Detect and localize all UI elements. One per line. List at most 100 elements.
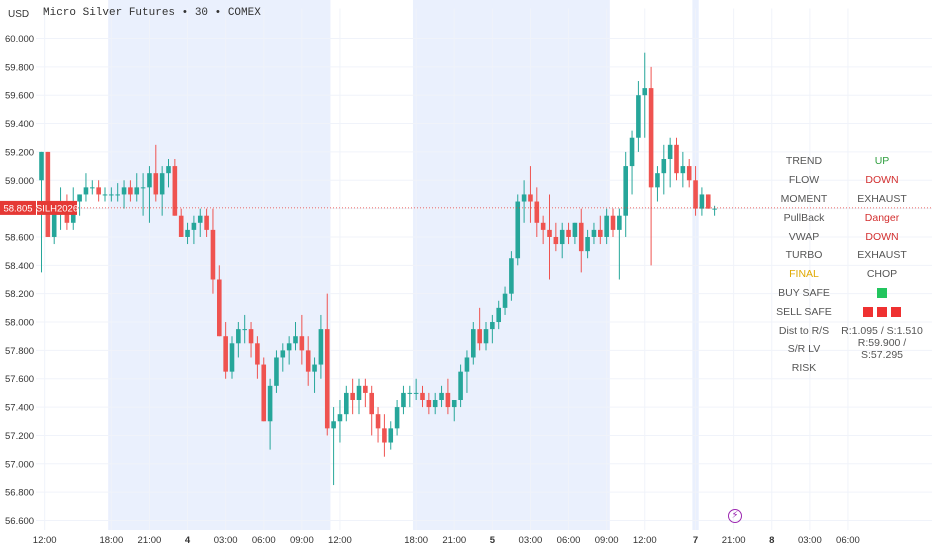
y-tick-label: 57.200 <box>5 431 34 442</box>
candle-body <box>375 414 381 429</box>
candle-body <box>509 258 514 294</box>
candle-body <box>90 187 95 189</box>
x-tick-label: 12:00 <box>633 535 657 546</box>
panel-row-value: UP <box>874 155 890 168</box>
panel-row-label: Dist to R/S <box>778 324 830 337</box>
candle-body <box>77 194 82 202</box>
candle-body <box>540 222 546 230</box>
candle-body <box>83 187 89 195</box>
current-price-label: 58.805 <box>3 203 32 214</box>
candle-body <box>299 336 305 351</box>
status-square <box>863 306 873 317</box>
x-tick-label: 06:00 <box>836 535 860 546</box>
candle-body <box>147 173 152 188</box>
candle-body <box>115 194 120 196</box>
candle-body <box>534 201 540 223</box>
y-tick-label: 56.600 <box>5 516 34 527</box>
x-tick-label: 03:00 <box>214 535 238 546</box>
indicator-panel: TREND UP FLOW DOWN MOMENT EXHAUST PullBack Dang… <box>770 152 932 378</box>
candle-body <box>248 329 254 344</box>
x-tick-label: 06:00 <box>557 535 581 546</box>
candle-body <box>185 229 190 237</box>
candle-body <box>655 173 660 188</box>
candle-body <box>528 194 533 202</box>
candle-body <box>293 336 298 344</box>
candle-body <box>629 137 635 167</box>
candle-body <box>445 392 451 408</box>
y-tick-label: 57.600 <box>5 374 34 385</box>
panel-row: TREND UP <box>770 152 932 171</box>
panel-row-value: R:1.095 / S:1.510 <box>841 324 923 337</box>
candle-body <box>324 329 330 429</box>
candle-body <box>591 229 597 237</box>
candle-body <box>45 151 51 237</box>
y-tick-label: 58.200 <box>5 289 34 300</box>
candle-body <box>318 329 324 365</box>
status-square <box>891 306 901 317</box>
candle-body <box>496 307 501 323</box>
panel-row: FLOW DOWN <box>770 171 932 190</box>
candle-body <box>274 357 279 386</box>
candle-body <box>109 194 114 196</box>
candle-body <box>51 208 57 237</box>
lightning-event-icon[interactable]: ⚡ <box>728 509 742 523</box>
candle-body <box>267 385 273 422</box>
candle-body <box>413 392 419 394</box>
candle-body <box>121 187 127 195</box>
candle-body <box>610 215 616 230</box>
panel-row-label: SELL SAFE <box>776 305 832 318</box>
candle-body <box>280 350 286 358</box>
candle-body <box>242 329 247 331</box>
candle-body <box>661 159 667 174</box>
panel-row-value: DOWN <box>865 230 899 243</box>
candle-body <box>394 407 400 429</box>
candle-body <box>686 166 692 181</box>
panel-row-value <box>838 287 926 299</box>
x-tick-label: 5 <box>490 535 496 546</box>
x-tick-label: 21:00 <box>722 535 746 546</box>
chart-title[interactable]: Micro Silver Futures • 30 • COMEX <box>43 7 261 19</box>
candle-body <box>623 166 628 216</box>
symbol-tag <box>37 200 77 215</box>
panel-row-value: EXHAUST <box>857 249 907 262</box>
candle-body <box>337 414 343 422</box>
panel-row: SELL SAFE <box>770 302 932 321</box>
currency-label: USD <box>8 9 30 20</box>
x-tick-label: 03:00 <box>519 535 543 546</box>
x-tick-label: 18:00 <box>404 535 428 546</box>
panel-row-label: MOMENT <box>780 192 828 205</box>
candle-body <box>39 151 44 181</box>
candle-body <box>451 400 457 408</box>
y-tick-label: 58.000 <box>5 318 34 329</box>
candle-body <box>464 357 470 372</box>
x-tick-label: 09:00 <box>595 535 619 546</box>
panel-row-value: DOWN <box>865 174 899 187</box>
candle-body <box>197 215 203 223</box>
panel-row: RISK <box>770 359 932 378</box>
panel-row: TURBO EXHAUST <box>770 246 932 265</box>
candle-body <box>693 180 698 209</box>
panel-row-label: TREND <box>785 155 823 168</box>
candle-body <box>648 88 654 188</box>
candle-body <box>712 208 717 210</box>
candle-body <box>547 229 552 237</box>
candle-body <box>521 194 527 202</box>
candle-body <box>572 222 578 237</box>
y-tick-label: 58.600 <box>5 232 34 243</box>
candle-body <box>458 371 463 400</box>
y-tick-label: 59.400 <box>5 119 34 130</box>
y-tick-label: 57.800 <box>5 346 34 357</box>
candle-body <box>426 400 432 408</box>
candle-body <box>229 343 235 372</box>
panel-row-label: S/R LV <box>787 343 821 356</box>
candle-body <box>223 336 228 372</box>
x-tick-label: 06:00 <box>252 535 276 546</box>
panel-row-value: EXHAUST <box>857 192 907 205</box>
candle-body <box>553 236 559 245</box>
candle-body <box>502 293 508 308</box>
candle-body <box>439 392 444 400</box>
panel-row-value: CHOP <box>866 268 898 281</box>
candle-body <box>140 187 146 189</box>
candle-body <box>432 400 438 408</box>
